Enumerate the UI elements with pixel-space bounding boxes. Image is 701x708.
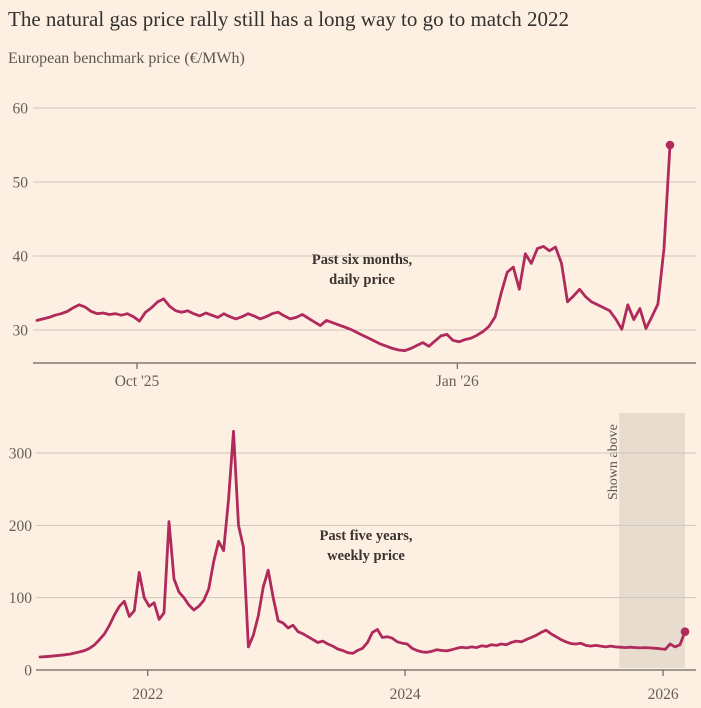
y-axis-tick-label: 0 <box>24 663 32 680</box>
y-axis-tick-label: 50 <box>13 175 29 192</box>
series-annotation: Past five years, <box>319 528 412 544</box>
shown-above-band <box>619 413 685 668</box>
series-annotation: Past six months, <box>312 252 413 268</box>
chart-subtitle: European benchmark price (€/MWh) <box>8 50 245 67</box>
y-axis-tick-label: 60 <box>13 101 29 118</box>
series-annotation: weekly price <box>327 548 405 564</box>
x-axis-tick-label: Oct '25 <box>115 373 160 390</box>
y-axis-tick-label: 100 <box>9 590 33 607</box>
latest-price-dot <box>665 140 675 150</box>
weekly-price-chart: Shown above 0 100 200 300 2022 2024 2026 Past fi… <box>9 413 696 703</box>
series-annotation: daily price <box>329 272 395 288</box>
x-axis-tick-label: 2024 <box>390 686 421 703</box>
x-axis-tick-label: Jan '26 <box>436 373 479 390</box>
y-axis-tick-label: 300 <box>9 446 33 463</box>
x-axis-tick-label: 2026 <box>648 686 679 703</box>
chart-title: The natural gas price rally still has a … <box>8 7 570 31</box>
price-line <box>35 143 672 353</box>
y-axis-tick-label: 40 <box>13 249 29 266</box>
y-axis-tick-label: 200 <box>9 518 33 535</box>
daily-price-chart: 30 40 50 60 Oct '25 Jan '26 Past six months, da… <box>13 101 696 390</box>
price-line <box>38 429 687 659</box>
y-axis-tick-label: 30 <box>13 323 29 340</box>
x-axis-tick-label: 2022 <box>132 686 163 703</box>
shown-above-label: Shown above <box>606 424 621 500</box>
latest-price-dot <box>680 627 690 636</box>
